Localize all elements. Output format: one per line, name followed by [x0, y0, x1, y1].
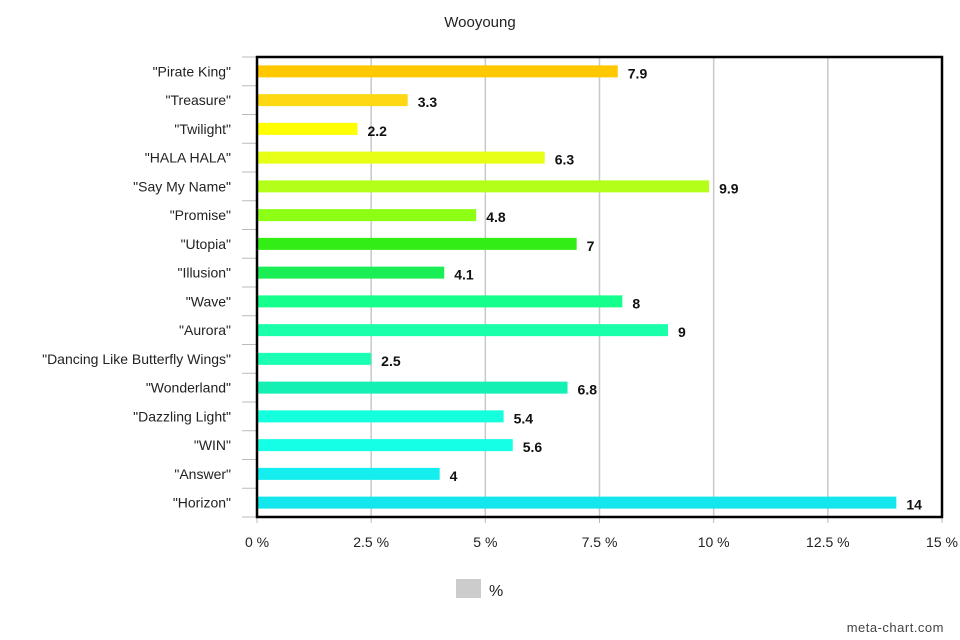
- bar: [257, 151, 545, 164]
- bar: [257, 122, 358, 135]
- value-label: 4.8: [486, 209, 506, 225]
- value-label: 5.4: [514, 410, 534, 426]
- category-label: "Treasure": [166, 92, 231, 108]
- bar: [257, 65, 618, 78]
- x-tick-label: 15 %: [926, 534, 958, 550]
- value-labels: 7.9 3.3 2.2 6.3 9.9 4.8 7 4.1 8 9 2.5 6.8 5.4 5.6 4 14: [367, 65, 922, 512]
- bar: [257, 439, 513, 452]
- value-label: 7: [587, 238, 595, 254]
- x-tick-label: 5 %: [473, 534, 497, 550]
- x-tick-label: 12.5 %: [806, 534, 850, 550]
- bar: [257, 496, 897, 509]
- bar: [257, 94, 408, 107]
- bar: [257, 324, 668, 337]
- x-tick-label: 0 %: [245, 534, 269, 550]
- value-label: 2.2: [367, 123, 387, 139]
- plot-frame: [255, 55, 944, 519]
- value-label: 7.9: [628, 65, 648, 81]
- bar: [257, 266, 445, 279]
- category-label: "Illusion": [177, 265, 231, 281]
- category-label: "Pirate King": [153, 63, 231, 79]
- category-label: "Utopia": [181, 236, 231, 252]
- bar: [257, 237, 577, 250]
- legend-swatch: [456, 579, 481, 598]
- value-label: 3.3: [418, 94, 438, 110]
- value-label: 8: [632, 295, 640, 311]
- value-label: 14: [906, 497, 922, 513]
- credit-text: meta-chart.com: [847, 620, 944, 635]
- value-label: 4.1: [454, 267, 474, 283]
- bar: [257, 467, 440, 480]
- bar: [257, 295, 623, 308]
- value-label: 2.5: [381, 353, 401, 369]
- category-label: "Say My Name": [133, 178, 231, 194]
- value-label: 4: [450, 468, 458, 484]
- x-tick-label: 2.5 %: [353, 534, 389, 550]
- category-labels: "Pirate King" "Treasure" "Twilight" "HALA H…: [42, 63, 231, 510]
- category-label: "Aurora": [179, 322, 231, 338]
- legend-label: %: [489, 583, 503, 600]
- category-label: "Wonderland": [146, 380, 231, 396]
- value-label: 5.6: [523, 439, 543, 455]
- x-axis-ticks: 0 % 2.5 % 5 % 7.5 % 10 % 12.5 % 15 %: [245, 517, 958, 550]
- x-tick-label: 10 %: [698, 534, 730, 550]
- category-label: "Dancing Like Butterfly Wings": [42, 351, 231, 367]
- value-label: 6.8: [578, 382, 598, 398]
- value-label: 9.9: [719, 180, 739, 196]
- category-label: "Answer": [174, 466, 231, 482]
- category-label: "Horizon": [173, 495, 231, 511]
- category-label: "Promise": [170, 207, 231, 223]
- category-label: "Wave": [186, 293, 231, 309]
- value-label: 6.3: [555, 152, 575, 168]
- bars-group: [257, 65, 897, 509]
- x-tick-label: 7.5 %: [582, 534, 618, 550]
- category-label: "HALA HALA": [145, 150, 231, 166]
- category-label: "Dazzling Light": [133, 408, 231, 424]
- value-label: 9: [678, 324, 686, 340]
- category-label: "Twilight": [174, 121, 231, 137]
- bar: [257, 352, 372, 365]
- legend: %: [456, 579, 503, 600]
- category-label: "WIN": [194, 437, 231, 453]
- bar: [257, 209, 477, 222]
- chart-title: Wooyoung: [444, 14, 515, 31]
- bar: [257, 381, 568, 394]
- bar: [257, 410, 504, 423]
- bar: [257, 180, 710, 193]
